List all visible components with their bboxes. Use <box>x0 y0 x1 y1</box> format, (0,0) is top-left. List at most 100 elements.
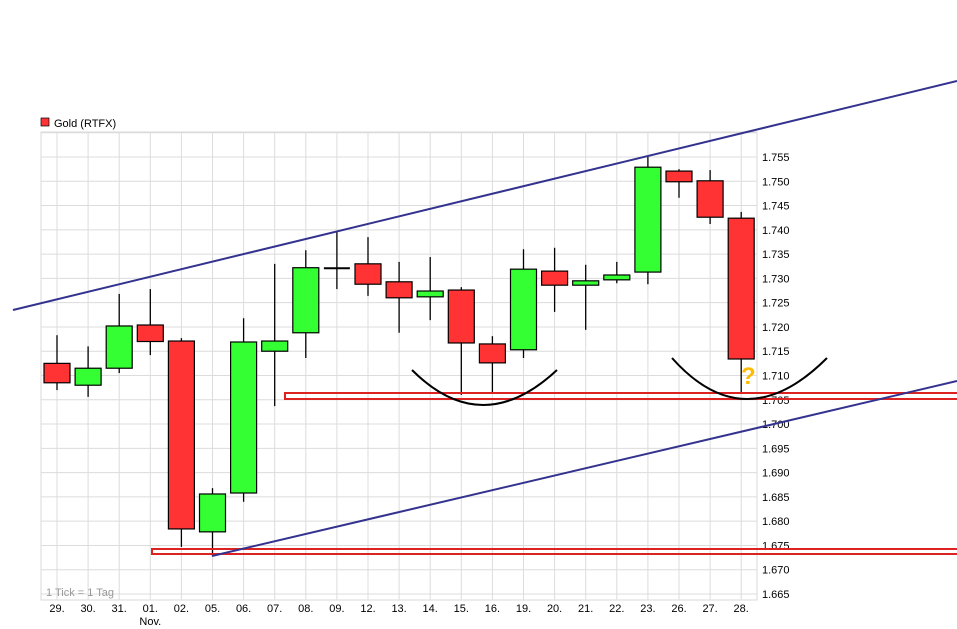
y-tick-label: 1.750 <box>762 176 790 188</box>
y-tick-label: 1.695 <box>762 443 790 455</box>
candle <box>447 287 475 395</box>
x-tick-label: 08. <box>298 603 313 615</box>
x-tick-label: 23. <box>640 603 655 615</box>
legend: Gold (RTFX) <box>40 117 116 130</box>
x-tick-label: 01. <box>143 603 158 615</box>
x-tick-label: 06. <box>236 603 251 615</box>
x-tick-label: 20. <box>547 603 562 615</box>
y-tick-label: 1.740 <box>762 225 790 237</box>
candle-body <box>696 180 724 218</box>
candle <box>727 211 755 393</box>
candle-body <box>43 362 71 384</box>
candle <box>105 293 133 374</box>
candle-body <box>478 343 506 364</box>
candle <box>540 247 569 312</box>
candle-body <box>230 341 258 494</box>
candle-body <box>292 267 320 334</box>
candle <box>354 237 382 296</box>
x-tick-label: 19. <box>516 603 531 615</box>
candle <box>478 336 506 393</box>
candle-body <box>136 324 164 343</box>
candle-body <box>385 281 413 299</box>
candle-body <box>261 340 289 352</box>
y-tick-label: 1.685 <box>762 492 790 504</box>
candle-body <box>634 166 662 273</box>
candle <box>603 261 631 284</box>
y-tick-label: 1.710 <box>762 371 790 383</box>
candle-body <box>74 367 102 386</box>
y-tick-label: 1.715 <box>762 346 790 358</box>
candle-body <box>665 170 693 183</box>
y-tick-label: 1.735 <box>762 249 790 261</box>
candle <box>261 263 289 407</box>
x-tick-label: 14. <box>423 603 438 615</box>
y-tick-label: 1.675 <box>762 540 790 552</box>
x-tick-label: 09. <box>329 603 344 615</box>
candle <box>167 338 195 547</box>
candle <box>416 257 444 321</box>
annotations: ? <box>12 80 957 557</box>
y-tick-label: 1.680 <box>762 516 790 528</box>
arc-right <box>671 357 828 400</box>
x-tick-label: 30. <box>80 603 95 615</box>
y-tick-label: 1.665 <box>762 589 790 601</box>
question-mark: ? <box>741 363 756 390</box>
x-tick-label: 22. <box>609 603 624 615</box>
y-tick-label: 1.725 <box>762 298 790 310</box>
candle-body <box>540 270 569 286</box>
candle <box>230 318 258 502</box>
candle-body <box>727 217 755 360</box>
y-tick-label: 1.705 <box>762 395 790 407</box>
candle <box>385 261 413 333</box>
legend-label: Gold (RTFX) <box>54 118 116 130</box>
x-tick-label: 27. <box>702 603 717 615</box>
legend-swatch <box>40 117 50 127</box>
candle-body <box>105 325 133 369</box>
candle <box>665 169 693 198</box>
candle-body <box>447 289 475 344</box>
candle <box>74 346 102 397</box>
x-tick-label: 13. <box>391 603 406 615</box>
x-tick-label: 15. <box>454 603 469 615</box>
candle <box>323 231 350 290</box>
candle-body <box>572 280 600 286</box>
x-axis: 29. 30. 31. 01.Nov. 02. 05. 06. 07. 08. 09. 12. 13.… <box>49 603 748 628</box>
y-tick-label: 1.745 <box>762 201 790 213</box>
x-tick-label: 12. <box>360 603 375 615</box>
x-tick-label: 26. <box>671 603 686 615</box>
y-tick-label: 1.670 <box>762 565 790 577</box>
x-tick-label: 21. <box>578 603 593 615</box>
candles <box>43 157 755 557</box>
candle-body <box>603 274 631 281</box>
x-month-label: Nov. <box>139 616 161 628</box>
candle-body <box>198 493 227 533</box>
candle <box>634 157 662 285</box>
trendline-lower <box>211 380 957 557</box>
x-tick-label: 16. <box>485 603 500 615</box>
candle-body <box>416 290 444 298</box>
y-tick-label: 1.690 <box>762 468 790 480</box>
candle-body <box>509 268 538 351</box>
candle <box>509 249 538 359</box>
candle-body <box>354 263 382 285</box>
candle <box>198 488 227 557</box>
x-tick-label: 29. <box>49 603 64 615</box>
x-tick-label: 28. <box>734 603 749 615</box>
candle-body <box>167 340 195 530</box>
y-tick-label: 1.730 <box>762 273 790 285</box>
support-box-lower <box>151 548 957 555</box>
support-box-upper <box>284 392 957 400</box>
y-tick-label: 1.755 <box>762 152 790 164</box>
x-tick-label: 05. <box>205 603 220 615</box>
candle <box>572 264 600 330</box>
candle <box>696 170 724 225</box>
x-tick-label: 31. <box>112 603 127 615</box>
x-tick-label: 02. <box>174 603 189 615</box>
x-tick-label: 07. <box>267 603 282 615</box>
y-tick-label: 1.720 <box>762 322 790 334</box>
candle <box>136 289 164 356</box>
arc-left <box>411 369 558 406</box>
candle <box>43 335 71 391</box>
y-axis: 1.755 1.750 1.745 1.740 1.735 1.730 1.725 1.720… <box>762 152 790 601</box>
